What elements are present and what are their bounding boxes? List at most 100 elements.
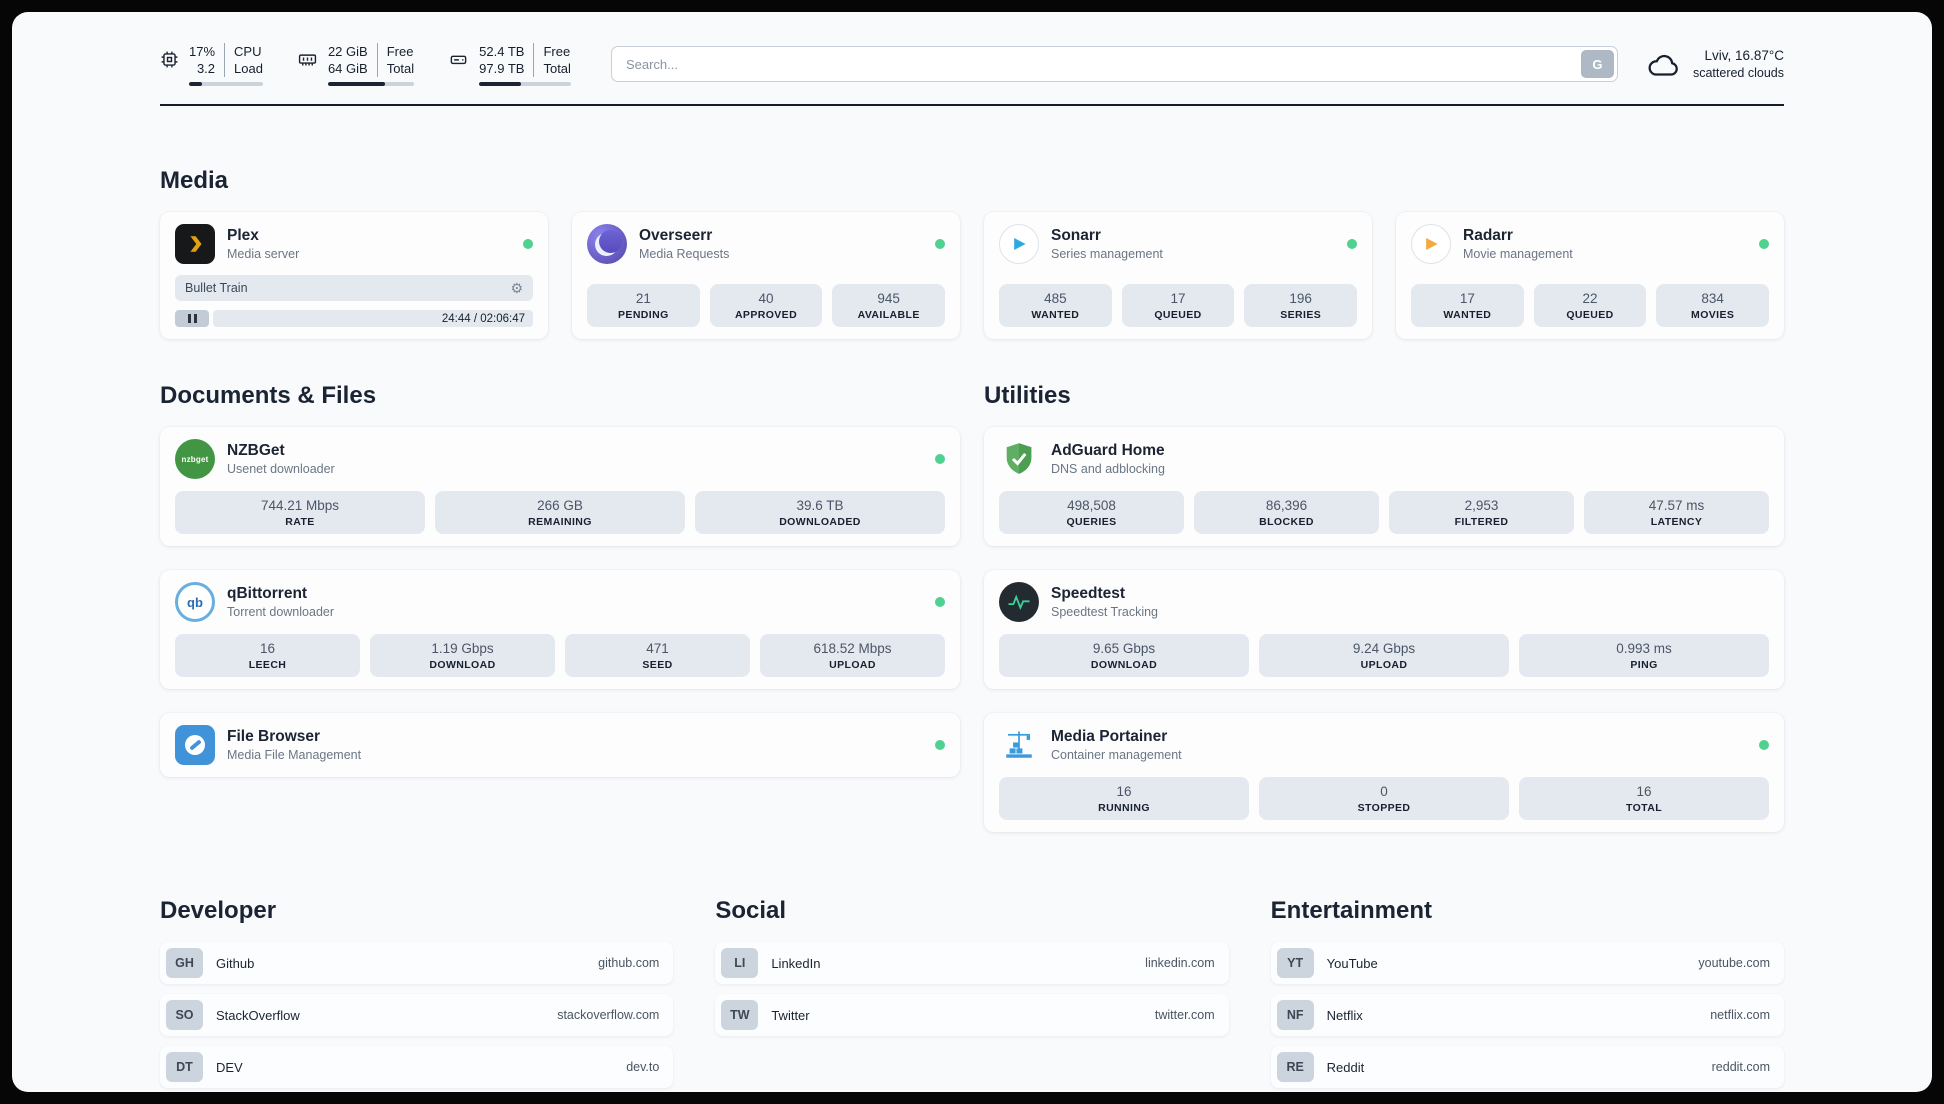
status-dot [1347,239,1357,249]
pause-button[interactable] [175,310,209,327]
stat-total: 16 TOTAL [1519,777,1769,820]
app-link-nzbget[interactable]: nzbget NZBGet Usenet downloader [175,439,335,479]
app-link-filebrowser[interactable]: File Browser Media File Management [175,725,361,765]
app-title: qBittorrent [227,585,308,602]
section-title-documents: Documents & Files [160,382,377,409]
app-subtitle: Movie management [1463,247,1573,261]
stat-row: 498,508 QUERIES 86,396 BLOCKED 2,953 FIL… [999,479,1769,534]
bookmark-netflix[interactable]: NF Netflix netflix.com [1270,994,1784,1036]
storage-total-label: Total [543,60,571,76]
bookmark-url: reddit.com [1711,1060,1770,1074]
stat-latency: 47.57 ms LATENCY [1584,491,1769,534]
cpu-icon [160,50,179,69]
search-input[interactable] [610,46,1618,82]
stat-filtered: 2,953 FILTERED [1389,491,1574,534]
now-playing-bar: Bullet Train ⚙ [175,275,533,301]
bookmark-abbr: LI [721,948,759,978]
app-link-plex[interactable]: Plex Media server [175,224,299,264]
stat-upload: 618.52 Mbps UPLOAD [760,634,945,677]
stat-row: 744.21 Mbps RATE 266 GB REMAINING 39.6 T… [175,479,945,534]
stat-wanted: 17 WANTED [1411,284,1524,327]
bookmark-dev[interactable]: DT DEV dev.to [160,1046,674,1088]
bookmark-name: StackOverflow [216,1007,300,1023]
app-card-overseerr: Overseerr Media Requests 21 PENDING 40 [572,212,960,339]
stat-upload: 9.24 Gbps UPLOAD [1259,634,1509,677]
app-link-overseerr[interactable]: Overseerr Media Requests [587,224,729,264]
playback-progress-track[interactable]: 24:44 / 02:06:47 [213,310,533,327]
bookmark-abbr: YT [1276,948,1314,978]
app-title: AdGuard Home [1051,442,1165,459]
memory-progress-track [327,81,415,86]
section-media: Media Plex Media server [160,166,1784,339]
stat-download: 9.65 Gbps DOWNLOAD [999,634,1249,677]
storage-total-value: 97.9 TB [479,60,525,76]
header: 17% 3.2 CPU Load [160,38,1784,90]
app-subtitle: Speedtest Tracking [1051,605,1159,619]
app-card-speedtest: Speedtest Speedtest Tracking 9.65 Gbps D… [984,570,1784,689]
app-link-portainer[interactable]: Media Portainer Container management [999,725,1182,765]
overseerr-icon [587,224,627,264]
storage-readout: 52.4 TB 97.9 TB Free Total [479,42,571,86]
memory-readout: 22 GiB 64 GiB Free Total [327,42,415,86]
app-link-qbittorrent[interactable]: qb qBittorrent Torrent downloader [175,582,334,622]
status-dot [935,239,945,249]
gear-icon[interactable]: ⚙ [510,280,523,296]
storage-free-label: Free [543,43,571,59]
status-dot [1759,740,1769,750]
app-link-speedtest[interactable]: Speedtest Speedtest Tracking [999,582,1158,622]
memory-free-value: 22 GiB [327,43,368,59]
cpu-monitor: 17% 3.2 CPU Load [160,42,263,86]
bookmark-github[interactable]: GH Github github.com [160,942,674,984]
app-card-portainer: Media Portainer Container management 16 … [984,713,1784,832]
stat-stopped: 0 STOPPED [1259,777,1509,820]
search-engine-button[interactable]: G [1580,50,1614,78]
app-title: Sonarr [1051,227,1101,244]
section-title-media: Media [160,167,229,194]
section-documents: Documents & Files nzbget NZBGet Usenet d… [160,381,960,856]
stat-queued: 17 QUEUED [1121,284,1235,327]
stat-queued: 22 QUEUED [1533,284,1647,327]
memory-icon [297,50,318,69]
bookmark-linkedin[interactable]: LI LinkedIn linkedin.com [715,942,1229,984]
app-subtitle: Media server [227,247,300,261]
cpu-load-value: 3.2 [196,60,216,76]
section-social: Social LI LinkedIn linkedin.com TW Twitt… [715,896,1229,1092]
adguard-shield-icon [999,439,1039,479]
stat-movies: 834 MOVIES [1656,284,1770,327]
app-card-adguard: AdGuard Home DNS and adblocking 498,508 … [984,427,1784,546]
bookmark-abbr: NF [1276,1000,1314,1030]
app-subtitle: Usenet downloader [227,462,335,476]
bookmark-name: DEV [216,1059,243,1075]
cpu-readout: 17% 3.2 CPU Load [189,42,263,86]
bookmark-url: netflix.com [1710,1008,1770,1022]
cpu-label: CPU [234,43,262,59]
stat-running: 16 RUNNING [999,777,1249,820]
bookmark-stackoverflow[interactable]: SO StackOverflow stackoverflow.com [160,994,674,1036]
app-card-nzbget: nzbget NZBGet Usenet downloader 744.21 M… [160,427,960,546]
app-link-adguard[interactable]: AdGuard Home DNS and adblocking [999,439,1165,479]
stat-available: 945 AVAILABLE [832,284,946,327]
app-card-qbittorrent: qb qBittorrent Torrent downloader 16 LEE… [160,570,960,689]
bookmark-name: LinkedIn [771,955,821,971]
bookmark-reddit[interactable]: RE Reddit reddit.com [1270,1046,1784,1088]
bookmark-url: dev.to [626,1060,660,1074]
portainer-icon [999,725,1039,765]
app-link-radarr[interactable]: Radarr Movie management [1411,224,1573,264]
status-dot [935,454,945,464]
app-subtitle: Media File Management [227,748,362,762]
storage-icon [448,50,469,69]
section-title-utilities: Utilities [984,382,1071,409]
bookmark-youtube[interactable]: YT YouTube youtube.com [1270,942,1784,984]
stat-download: 1.19 Gbps DOWNLOAD [370,634,555,677]
stat-rate: 744.21 Mbps RATE [175,491,425,534]
section-developer: Developer GH Github github.com SO StackO… [160,896,674,1092]
bookmark-twitter[interactable]: TW Twitter twitter.com [715,994,1229,1036]
weather-location: Lviv, 16.87°C [1704,48,1784,63]
cpu-percent: 17% [189,43,216,59]
app-link-sonarr[interactable]: Sonarr Series management [999,224,1163,264]
app-title: Radarr [1463,227,1513,244]
cloud-icon [1646,50,1682,78]
nzbget-icon: nzbget [175,439,215,479]
stat-row: 17 WANTED 22 QUEUED 834 MOVIES [1411,272,1770,327]
bookmark-name: Netflix [1326,1007,1363,1023]
